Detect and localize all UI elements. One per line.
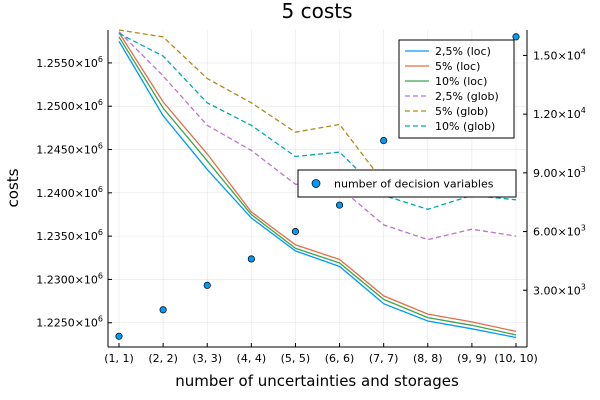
x-tick-label: (4, 4): [237, 352, 267, 365]
x-tick-label: (3, 3): [192, 352, 222, 365]
axes: [107, 30, 528, 348]
y2-tick-label: 9.00×103: [533, 165, 586, 180]
y-tick-label: 1.2450×106: [36, 142, 103, 157]
scatter-point: [203, 281, 211, 289]
legend-label: 10% (glob): [435, 120, 495, 133]
scatter-point: [291, 227, 299, 236]
legend-label: 5% (loc): [435, 60, 480, 73]
x-tick-label: (9, 9): [457, 352, 487, 365]
chart-title: 5 costs: [282, 0, 353, 23]
scatter-point: [512, 33, 520, 41]
series-line-3: [118, 36, 517, 336]
scatter-point: [159, 306, 167, 314]
scatter-legend-label: number of decision variables: [334, 178, 494, 191]
legend: 2,5% (loc) 5% (loc) 10% (loc) 2,5% (glob) 5%…: [398, 39, 515, 139]
legend-box: [398, 39, 515, 139]
y-tick-label: 1.2300×106: [36, 271, 103, 286]
legend-label: 5% (glob): [435, 105, 488, 118]
y-tick-label: 1.2250×106: [36, 315, 103, 330]
legend-label: 2,5% (glob): [435, 90, 499, 103]
scatter-point: [336, 201, 344, 209]
x-tick-label: (10, 10): [494, 352, 538, 365]
x-tick-label: (2, 2): [148, 352, 178, 365]
y2-tick-label: 6.00×103: [533, 224, 586, 239]
y-tick-label: 1.2550×106: [36, 55, 103, 70]
scatter-legend-box: [297, 169, 517, 198]
series-line-2: [118, 32, 517, 333]
x-tick-label: (6, 6): [325, 352, 355, 365]
x-tick-label: (7, 7): [369, 352, 399, 365]
x-axis-label: number of uncertainties and storages: [175, 372, 459, 390]
y2-tick-label: 1.50×104: [533, 47, 586, 62]
tick-labels: (1, 1) (2, 2) (3, 3) (4, 4) (5, 5) (6, 6) (7, …: [36, 47, 586, 365]
y-tick-label: 1.2400×106: [36, 185, 103, 200]
legend-label: 2,5% (loc): [435, 45, 491, 58]
scatter-legend-marker: [311, 179, 321, 188]
x-tick-label: (5, 5): [281, 352, 311, 365]
y-axis-label: costs: [4, 168, 22, 207]
legend-label: 10% (loc): [435, 75, 487, 88]
y2-tick-label: 1.20×104: [533, 106, 586, 121]
y2-tick-label: 3.00×103: [533, 282, 586, 297]
y-tick-label: 1.2500×106: [36, 98, 103, 113]
y-tick-label: 1.2350×106: [36, 228, 103, 243]
scatter-point: [247, 255, 255, 263]
scatter-point: [115, 332, 123, 340]
series-line-6: [118, 32, 517, 210]
series-line-1: [118, 40, 517, 339]
x-tick-label: (8, 8): [413, 352, 443, 365]
scatter-legend: number of decision variables: [297, 169, 517, 198]
scatter-point: [380, 137, 388, 145]
x-tick-label: (1, 1): [104, 352, 134, 365]
